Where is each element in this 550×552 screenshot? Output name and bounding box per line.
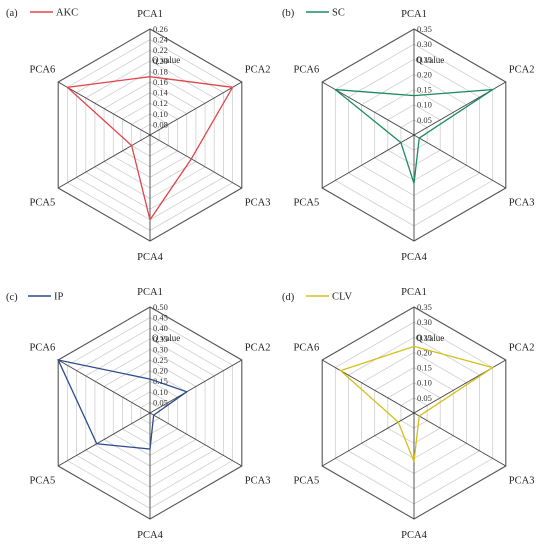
- tick-label: 0.25: [417, 54, 432, 64]
- axis-label-pca2: PCA2: [245, 343, 271, 354]
- tick-label: 0.35: [417, 302, 432, 312]
- tick-label: 0.10: [417, 378, 432, 388]
- axis-label-pca5: PCA5: [30, 476, 56, 487]
- axis-label-pca1: PCA1: [137, 9, 163, 20]
- radar-panel-2: 0.05 0.10 0.15 0.20 0.25 0.30 0.35 Q value PCA1 P…: [282, 8, 534, 264]
- axis-label-pca6: PCA6: [294, 343, 320, 354]
- panel-tag: (b): [282, 8, 295, 19]
- panel-tag: (c): [6, 292, 18, 303]
- tick-label: 0.45: [153, 313, 168, 323]
- tick-label: 0.05: [417, 393, 432, 403]
- axis-label-pca6: PCA6: [294, 65, 320, 76]
- q-value-label: Q value: [416, 55, 444, 65]
- axis-spoke: [57, 81, 151, 136]
- axis-spoke: [413, 134, 507, 189]
- tick-label: 0.05: [417, 115, 432, 125]
- tick-label: 0.14: [153, 88, 169, 98]
- tick-label: 0.40: [153, 323, 168, 333]
- panel-tag: (d): [282, 292, 295, 303]
- axis-label-pca5: PCA5: [294, 476, 320, 487]
- legend-label: CLV: [332, 292, 352, 303]
- legend-label: SC: [332, 8, 345, 19]
- tick-label: 0.35: [153, 334, 168, 344]
- tick-label: 0.20: [153, 366, 168, 376]
- tick-label: 0.26: [153, 24, 168, 34]
- axis-spoke: [413, 412, 507, 467]
- series-line-akc: [65, 76, 234, 222]
- axis-label-pca4: PCA4: [401, 530, 427, 541]
- axis-label-pca4: PCA4: [401, 252, 427, 263]
- q-value-label: Q value: [152, 333, 180, 343]
- tick-label: 0.20: [153, 56, 168, 66]
- axis-label-pca1: PCA1: [401, 287, 427, 298]
- tick-label: 0.10: [153, 387, 168, 397]
- axis-label-pca2: PCA2: [509, 65, 535, 76]
- axis-spoke: [57, 412, 151, 467]
- axis-label-pca3: PCA3: [245, 198, 271, 209]
- axis-label-pca3: PCA3: [509, 198, 535, 209]
- axis-label-pca1: PCA1: [401, 9, 427, 20]
- axis-spoke: [57, 134, 151, 189]
- axis-label-pca2: PCA2: [509, 343, 535, 354]
- axis-label-pca3: PCA3: [509, 476, 535, 487]
- radar-panel-4: 0.05 0.10 0.15 0.20 0.25 0.30 0.35 Q value PCA1 P…: [282, 287, 534, 541]
- axis-label-pca5: PCA5: [294, 198, 320, 209]
- axis-label-pca1: PCA1: [137, 287, 163, 298]
- tick-label: 0.20: [417, 69, 432, 79]
- tick-label: 0.15: [417, 363, 432, 373]
- axis-label-pca4: PCA4: [137, 252, 163, 263]
- tick-label: 0.30: [153, 344, 168, 354]
- tick-label: 0.15: [417, 85, 432, 95]
- axis-label-pca6: PCA6: [30, 343, 56, 354]
- tick-label: 0.22: [153, 45, 168, 55]
- axis-label-pca3: PCA3: [245, 476, 271, 487]
- axis-label-pca2: PCA2: [245, 65, 271, 76]
- radar-panel-3: 0.050.100.150.200.250.300.350.400.450.50…: [6, 287, 270, 541]
- tick-label: 0.15: [153, 376, 168, 386]
- series-line-ip: [57, 359, 189, 450]
- radar-panel-1: 0.080.100.120.140.160.180.200.220.240.26…: [6, 8, 270, 264]
- tick-label: 0.35: [417, 24, 432, 34]
- tick-label: 0.16: [153, 77, 168, 87]
- tick-label: 0.24: [153, 35, 169, 45]
- axis-label-pca6: PCA6: [30, 65, 56, 76]
- tick-label: 0.08: [153, 119, 168, 129]
- tick-label: 0.05: [153, 397, 168, 407]
- axis-spoke: [321, 412, 415, 467]
- axis-spoke: [149, 81, 243, 136]
- axis-label-pca4: PCA4: [137, 530, 163, 541]
- q-value-label: Q value: [416, 333, 444, 343]
- legend-label: AKC: [56, 8, 78, 19]
- panel-tag: (a): [6, 8, 18, 19]
- legend-label: IP: [54, 292, 63, 303]
- tick-label: 0.12: [153, 98, 168, 108]
- tick-label: 0.20: [417, 347, 432, 357]
- tick-label: 0.10: [153, 109, 168, 119]
- tick-label: 0.50: [153, 302, 168, 312]
- axis-spoke: [149, 134, 243, 189]
- tick-label: 0.30: [417, 39, 432, 49]
- tick-label: 0.30: [417, 317, 432, 327]
- axis-spoke: [57, 359, 151, 414]
- tick-label: 0.25: [417, 332, 432, 342]
- axis-spoke: [149, 412, 243, 467]
- tick-label: 0.25: [153, 355, 168, 365]
- axis-spoke: [321, 134, 415, 189]
- tick-label: 0.18: [153, 66, 168, 76]
- tick-label: 0.10: [417, 100, 432, 110]
- q-value-label: Q value: [152, 55, 180, 65]
- series-line-clv: [339, 345, 495, 462]
- axis-spoke: [321, 359, 415, 414]
- series-line-sc: [333, 88, 496, 184]
- axis-label-pca5: PCA5: [30, 198, 56, 209]
- axis-spoke: [149, 359, 243, 414]
